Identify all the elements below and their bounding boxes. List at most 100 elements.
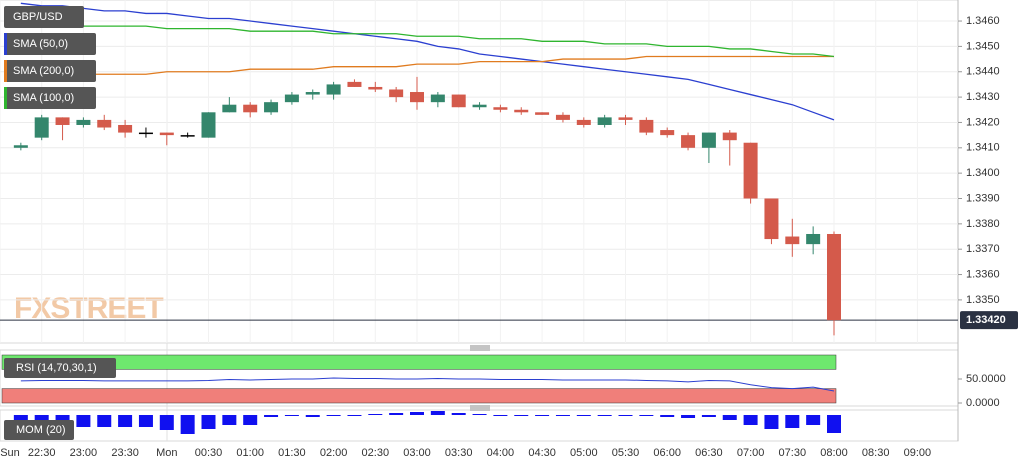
y-tick-label: 0.0000	[966, 397, 1000, 409]
candle-body	[389, 89, 404, 98]
candle-body	[785, 236, 800, 245]
mom-bar	[660, 415, 675, 417]
x-tick-label: 03:30	[445, 447, 473, 459]
candle-body	[764, 198, 779, 240]
legend-swatch	[4, 87, 7, 109]
mom-bar	[514, 415, 529, 416]
candle-body	[618, 117, 633, 120]
mom-bar	[430, 411, 445, 415]
candle-body	[535, 112, 550, 115]
candle-body	[243, 104, 258, 113]
mom-bar	[576, 415, 591, 416]
x-tick-label: 00:30	[195, 447, 223, 459]
x-tick-label: 06:00	[653, 447, 681, 459]
mom-bar	[722, 415, 737, 420]
legend-box	[4, 6, 84, 28]
mom-bar	[618, 415, 633, 416]
candle-body	[660, 130, 675, 136]
candle-body	[97, 119, 112, 128]
candle-body	[326, 84, 341, 95]
x-tick-label: 01:30	[278, 447, 306, 459]
x-tick-label: 23:30	[111, 447, 139, 459]
candle-body	[576, 119, 591, 125]
legend-label: SMA (50,0)	[13, 38, 68, 50]
y-tick-label: 1.3450	[966, 40, 1000, 52]
mom-bar	[180, 415, 195, 434]
y-tick-label: 50.0000	[966, 373, 1006, 385]
candle-body	[138, 132, 153, 135]
legend-swatch	[4, 33, 7, 55]
legend-box	[4, 87, 96, 109]
mom-bar	[264, 415, 279, 417]
x-tick-label: 07:00	[737, 447, 765, 459]
last-price-box	[960, 311, 1018, 330]
sma-line	[20, 2, 835, 121]
legend-box	[4, 60, 96, 82]
mom-bar	[201, 415, 216, 429]
y-tick-label: 1.3400	[966, 167, 1000, 179]
candle-body	[743, 142, 758, 199]
candle-body	[118, 124, 133, 133]
x-tick-label: 08:30	[862, 447, 890, 459]
mom-bar	[806, 415, 821, 425]
x-tick-label: Sun	[0, 447, 20, 459]
candle-body	[514, 109, 529, 113]
candle-body	[410, 92, 424, 103]
sma-line	[20, 22, 835, 58]
mom-bar	[243, 415, 258, 425]
candle-body	[681, 135, 696, 148]
mom-bar	[76, 415, 91, 427]
candle-body	[827, 233, 841, 321]
legend-label: SMA (100,0)	[13, 92, 74, 104]
panel-label: MOM (20)	[16, 424, 66, 436]
candle-body	[555, 114, 570, 120]
candle-body	[368, 86, 383, 90]
candle-body	[264, 102, 279, 113]
candle-body	[493, 107, 508, 110]
y-tick-label: 1.3370	[966, 243, 1000, 255]
mom-bar	[410, 412, 424, 415]
y-tick-label: 1.3460	[966, 15, 1000, 27]
mom-bar	[368, 414, 383, 415]
mom-bar	[597, 415, 612, 416]
mom-bar	[785, 415, 800, 428]
candle-body	[55, 117, 70, 125]
candle-body	[201, 112, 216, 138]
oversold-band	[1, 388, 837, 404]
mom-bar	[138, 415, 153, 427]
candle-body	[13, 145, 28, 148]
mom-bar	[97, 415, 112, 427]
candle-body	[806, 233, 821, 245]
mom-bar	[493, 415, 508, 416]
mom-bar	[389, 413, 404, 415]
rsi-line	[20, 377, 835, 392]
x-tick-label: 05:30	[612, 447, 640, 459]
mom-bar	[159, 415, 174, 430]
mom-bar	[827, 415, 841, 433]
legend-label: SMA (200,0)	[13, 65, 74, 77]
mom-bar	[535, 415, 550, 416]
x-tick-label: 23:00	[70, 447, 98, 459]
x-tick-label: 07:30	[779, 447, 807, 459]
x-tick-label: 06:30	[695, 447, 723, 459]
mom-bar	[451, 413, 466, 415]
y-tick-label: 1.3420	[966, 116, 1000, 128]
x-tick-label: 04:00	[487, 447, 515, 459]
legend-swatch	[4, 60, 7, 82]
mom-bar	[347, 415, 362, 416]
mom-bar	[222, 415, 237, 425]
candle-body	[701, 132, 716, 148]
candle-body	[180, 135, 195, 137]
candle-body	[34, 117, 49, 138]
legend-label: GBP/USD	[13, 11, 63, 23]
panel-label: RSI (14,70,30,1)	[16, 362, 97, 374]
x-tick-label: 04:30	[528, 447, 556, 459]
mom-bar	[118, 415, 133, 427]
mom-bar	[681, 415, 696, 418]
mom-bar	[284, 415, 299, 416]
splitter	[470, 345, 490, 411]
candle-body	[597, 117, 612, 125]
mom-bar	[555, 415, 570, 416]
x-tick-label: 01:00	[236, 447, 264, 459]
